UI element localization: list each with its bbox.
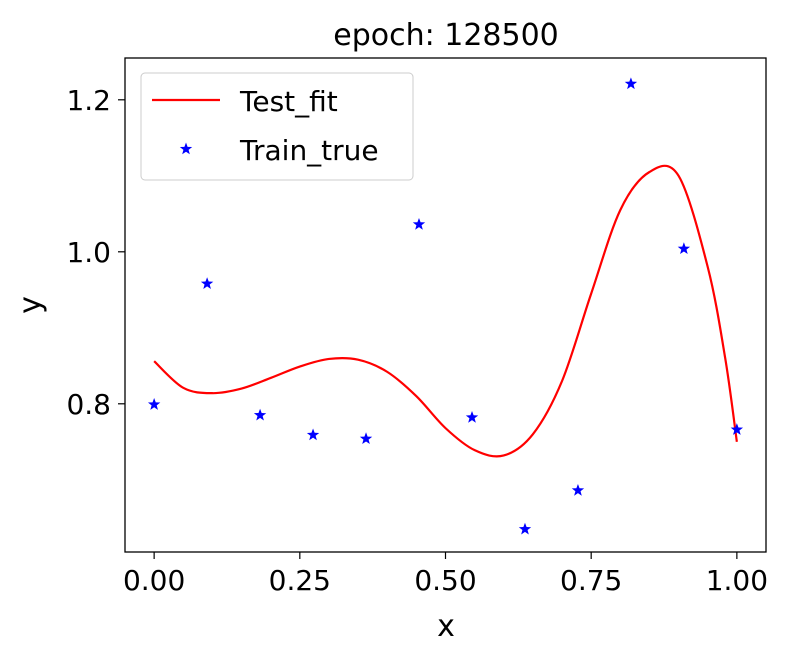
- series-line-test-fit: [153, 164, 738, 458]
- legend: Test_fit Train_true: [140, 72, 414, 181]
- x-axis-label: x: [437, 609, 455, 644]
- train-true-point: [306, 428, 320, 441]
- y-tick-label: 1.0: [66, 236, 111, 269]
- train-true-point: [200, 277, 214, 289]
- x-tick-label: 0.75: [560, 564, 622, 597]
- train-true-point: [253, 408, 267, 421]
- y-axis-label: y: [13, 296, 48, 314]
- legend-label-test-fit: Test_fit: [239, 85, 338, 118]
- axes-ticks: 0.00 0.25 0.50 0.75 1.00 0.8 1.0 1.2: [66, 84, 768, 597]
- train-true-point: [730, 423, 744, 435]
- train-true-point: [518, 522, 532, 535]
- chart-title: epoch: 128500: [333, 18, 559, 53]
- x-tick-label: 0.25: [269, 564, 331, 597]
- train-true-point: [624, 77, 638, 90]
- x-tick-label: 0.00: [123, 564, 185, 597]
- x-tick-label: 1.00: [706, 564, 768, 597]
- legend-label-train-true: Train_true: [239, 134, 379, 167]
- y-tick-label: 1.2: [66, 84, 111, 117]
- train-true-point: [359, 432, 373, 445]
- train-true-point: [465, 410, 479, 423]
- train-true-point: [412, 217, 426, 230]
- legend-marker-train-true: [179, 142, 193, 155]
- train-true-point: [571, 483, 585, 496]
- x-tick-label: 0.50: [414, 564, 476, 597]
- y-tick-label: 0.8: [66, 388, 111, 421]
- train-true-point: [147, 398, 161, 410]
- train-true-point: [677, 242, 691, 255]
